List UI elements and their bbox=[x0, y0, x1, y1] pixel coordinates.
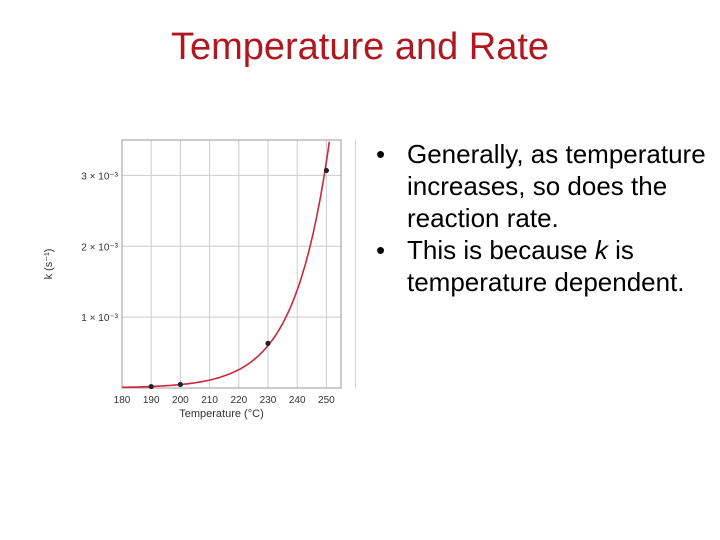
y-axis-label: k (s⁻¹) bbox=[43, 249, 55, 280]
data-point bbox=[177, 381, 183, 388]
y-tick-label: 1 × 10⁻³ bbox=[81, 313, 118, 324]
rate-temperature-chart: 180 190 200 210 220 230 240 250 1 × 10⁻³ 2 × 10⁻³… bbox=[36, 130, 356, 425]
y-tick-label: 3 × 10⁻³ bbox=[81, 171, 118, 182]
chart-svg: 180 190 200 210 220 230 240 250 1 × 10⁻³ 2 × 10⁻³… bbox=[43, 139, 356, 420]
data-point bbox=[265, 340, 271, 346]
bullet-list: Generally, as temperature increases, so … bbox=[374, 138, 714, 298]
rate-constant-symbol: k bbox=[594, 235, 608, 265]
bullet-text: Generally, as temperature increases, so … bbox=[407, 139, 706, 233]
x-tick-label: 230 bbox=[260, 395, 277, 406]
slide-title: Temperature and Rate bbox=[170, 26, 550, 68]
data-point bbox=[148, 383, 154, 390]
x-tick-label: 180 bbox=[114, 395, 131, 406]
x-tick-label: 210 bbox=[201, 395, 218, 406]
plot-frame bbox=[121, 139, 342, 389]
x-tick-label: 220 bbox=[230, 395, 247, 406]
bullet-item: Generally, as temperature increases, so … bbox=[374, 138, 714, 234]
bullet-item: This is because k is temperature depende… bbox=[374, 234, 714, 298]
x-tick-label: 240 bbox=[289, 395, 306, 406]
bullet-text-after: is temperature dependent. bbox=[407, 235, 685, 297]
bullet-text-before: This is because bbox=[407, 235, 595, 265]
x-tick-label: 200 bbox=[172, 395, 189, 406]
data-point bbox=[323, 167, 329, 174]
x-tick-label: 250 bbox=[318, 395, 335, 406]
x-axis-label: Temperature (°C) bbox=[179, 408, 263, 420]
x-tick-label: 190 bbox=[143, 395, 160, 406]
fit-curve bbox=[121, 141, 331, 389]
y-tick-label: 2 × 10⁻³ bbox=[81, 242, 118, 253]
